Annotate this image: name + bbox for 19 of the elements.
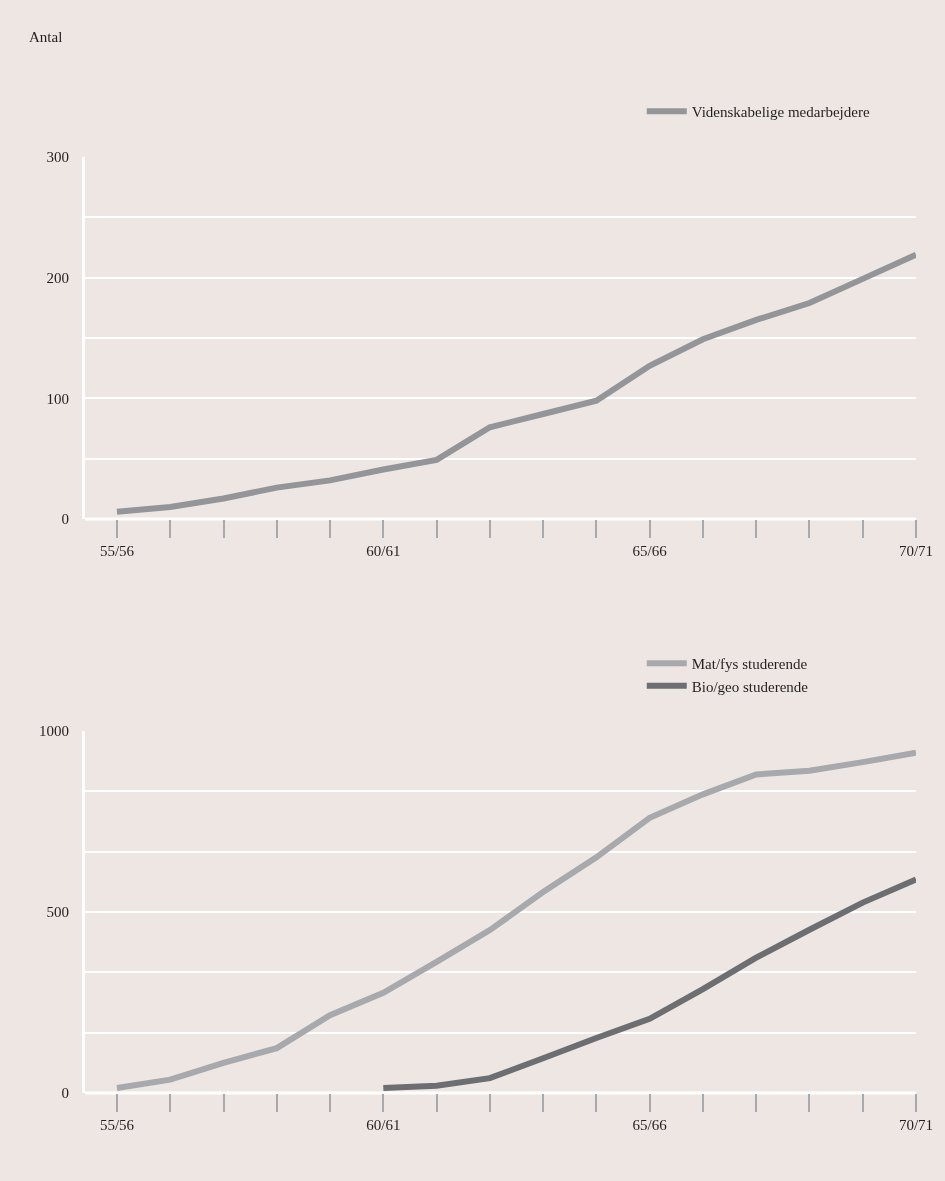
x-tick-label: 65/66	[632, 1117, 668, 1133]
y-tick-label: 0	[61, 511, 69, 528]
y-tick-label: 300	[46, 149, 69, 166]
x-tick-label: 60/61	[366, 543, 401, 559]
x-tick-label: 55/56	[99, 1117, 135, 1133]
x-tick-label: 60/61	[366, 1117, 401, 1133]
y-tick-label: 200	[46, 269, 69, 286]
y-tick-label: 1000	[39, 723, 69, 740]
x-tick-label: 65/66	[632, 543, 668, 559]
y-tick-label: 500	[46, 904, 69, 921]
y-tick-label: 100	[46, 390, 69, 407]
y-tick-label: 0	[61, 1085, 69, 1102]
x-tick-label: 70/71	[898, 543, 934, 559]
legend-label: Videnskabelige medarbejdere	[691, 104, 870, 121]
legend-label: Mat/fys studerende	[691, 656, 808, 673]
y-axis-title: Antal	[29, 29, 63, 45]
x-tick-label: 70/71	[898, 1117, 934, 1133]
legend-label: Bio/geo studerende	[691, 678, 809, 695]
x-tick-label: 55/56	[99, 543, 135, 559]
